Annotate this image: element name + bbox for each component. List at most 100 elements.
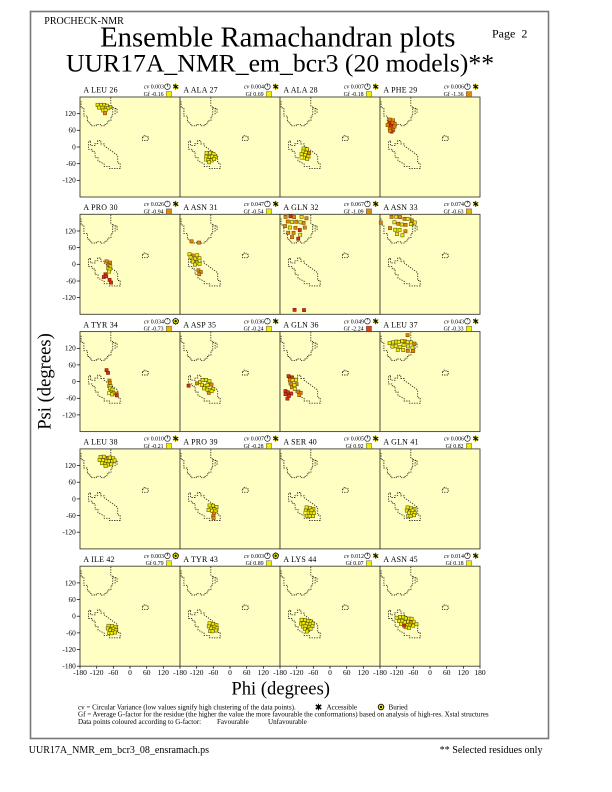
svg-text:A PHE 29: A PHE 29 xyxy=(383,86,417,95)
svg-text:-60: -60 xyxy=(66,511,76,520)
svg-text:cv 0.006: cv 0.006 xyxy=(444,437,464,443)
svg-text:180: 180 xyxy=(474,668,486,677)
svg-text:A LEU 37: A LEU 37 xyxy=(383,320,417,329)
svg-text:A ILE 42: A ILE 42 xyxy=(83,555,114,564)
svg-text:A PRO 30: A PRO 30 xyxy=(83,203,117,212)
svg-text:-180: -180 xyxy=(273,668,287,677)
svg-text:-180: -180 xyxy=(62,662,76,671)
svg-text:Data points coloured according: Data points coloured according to G-fact… xyxy=(78,718,201,726)
svg-text:0: 0 xyxy=(72,494,76,503)
svg-text:Buried: Buried xyxy=(389,704,409,712)
svg-text:cv 0.003: cv 0.003 xyxy=(144,85,164,91)
svg-text:0: 0 xyxy=(72,612,76,621)
svg-text:Gf -1.36: Gf -1.36 xyxy=(444,91,464,98)
svg-text:A LEU 38: A LEU 38 xyxy=(83,438,117,447)
svg-text:60: 60 xyxy=(243,668,251,677)
svg-text:Favourable: Favourable xyxy=(217,718,249,726)
svg-text:60: 60 xyxy=(69,360,77,369)
svg-text:-120: -120 xyxy=(62,410,76,419)
svg-text:cv 0.049: cv 0.049 xyxy=(344,319,364,325)
svg-text:-180: -180 xyxy=(173,668,187,677)
svg-text:cv 0.007: cv 0.007 xyxy=(244,437,264,443)
svg-text:cv 0.036: cv 0.036 xyxy=(244,319,264,325)
svg-text:Gf 0.07: Gf 0.07 xyxy=(346,560,364,567)
svg-text:A TYR 34: A TYR 34 xyxy=(83,320,118,329)
svg-text:Page 2: Page 2 xyxy=(492,26,527,40)
svg-text:-120: -120 xyxy=(62,528,76,537)
svg-text:0: 0 xyxy=(128,668,132,677)
svg-text:A PRO 39: A PRO 39 xyxy=(183,438,217,447)
svg-text:cv 0.004: cv 0.004 xyxy=(244,85,264,91)
svg-text:cv 0.047: cv 0.047 xyxy=(244,202,264,208)
svg-text:-60: -60 xyxy=(108,668,118,677)
svg-text:PROCHECK-NMR: PROCHECK-NMR xyxy=(44,16,124,27)
svg-text:Ensemble Ramachandran plots: Ensemble Ramachandran plots xyxy=(100,22,455,54)
svg-text:Gf = Average G-factor for the: Gf = Average G-factor for the residue (t… xyxy=(78,711,489,719)
svg-text:60: 60 xyxy=(69,126,77,135)
svg-text:-120: -120 xyxy=(62,645,76,654)
svg-text:A GLN 32: A GLN 32 xyxy=(283,203,318,212)
svg-text:0: 0 xyxy=(72,377,76,386)
svg-text:A TYR 43: A TYR 43 xyxy=(183,555,218,564)
svg-text:-120: -120 xyxy=(90,668,104,677)
svg-text:cv 0.014: cv 0.014 xyxy=(444,554,464,560)
svg-text:Unfavourable: Unfavourable xyxy=(268,718,307,726)
svg-text:Gf 0.92: Gf 0.92 xyxy=(346,443,364,450)
svg-text:Phi (degrees): Phi (degrees) xyxy=(231,679,330,700)
svg-text:Gf 0.82: Gf 0.82 xyxy=(446,443,464,450)
svg-text:Gf -0.94: Gf -0.94 xyxy=(144,208,164,215)
svg-text:Accessible: Accessible xyxy=(327,704,358,712)
svg-text:cv 0.074: cv 0.074 xyxy=(444,202,464,208)
svg-text:0: 0 xyxy=(72,260,76,269)
svg-text:-60: -60 xyxy=(66,394,76,403)
svg-text:120: 120 xyxy=(65,344,76,353)
svg-text:Psi (degrees): Psi (degrees) xyxy=(35,333,56,430)
svg-text:A ASN 31: A ASN 31 xyxy=(183,203,217,212)
svg-text:cv 0.005: cv 0.005 xyxy=(344,437,364,443)
svg-text:Gf -0.16: Gf -0.16 xyxy=(144,91,164,98)
svg-text:cv = Circular Variance (low va: cv = Circular Variance (low values signi… xyxy=(78,704,296,712)
svg-text:60: 60 xyxy=(69,243,77,252)
svg-text:0: 0 xyxy=(328,668,332,677)
svg-text:A ALA 27: A ALA 27 xyxy=(183,86,217,95)
svg-text:cv 0.006: cv 0.006 xyxy=(444,85,464,91)
svg-text:cv 0.003: cv 0.003 xyxy=(144,554,164,560)
svg-text:cv 0.034: cv 0.034 xyxy=(144,319,164,325)
svg-text:Gf -0.18: Gf -0.18 xyxy=(344,91,364,98)
svg-text:0: 0 xyxy=(228,668,232,677)
svg-text:Gf 0.79: Gf 0.79 xyxy=(146,560,164,567)
svg-text:-60: -60 xyxy=(66,159,76,168)
svg-text:A GLN 36: A GLN 36 xyxy=(283,320,318,329)
svg-text:-60: -60 xyxy=(308,668,318,677)
svg-text:120: 120 xyxy=(358,668,370,677)
svg-text:60: 60 xyxy=(443,668,451,677)
svg-text:120: 120 xyxy=(65,578,76,587)
svg-text:120: 120 xyxy=(258,668,270,677)
svg-text:A ALA 28: A ALA 28 xyxy=(283,86,317,95)
svg-text:60: 60 xyxy=(143,668,151,677)
svg-text:Gf -0.54: Gf -0.54 xyxy=(244,208,264,215)
svg-text:-120: -120 xyxy=(290,668,304,677)
svg-text:60: 60 xyxy=(69,595,77,604)
svg-text:60: 60 xyxy=(69,478,77,487)
svg-text:A LEU 26: A LEU 26 xyxy=(83,86,117,95)
svg-text:-120: -120 xyxy=(390,668,404,677)
svg-text:Gf -2.24: Gf -2.24 xyxy=(344,326,364,333)
svg-text:UUR17A_NMR_em_bcr3 (20 models): UUR17A_NMR_em_bcr3 (20 models)** xyxy=(66,48,494,77)
svg-text:-60: -60 xyxy=(66,276,76,285)
svg-text:UUR17A_NMR_em_bcr3_08_ensramac: UUR17A_NMR_em_bcr3_08_ensramach.ps xyxy=(29,745,209,756)
svg-text:Gf -0.28: Gf -0.28 xyxy=(244,443,264,450)
svg-text:120: 120 xyxy=(65,461,76,470)
svg-text:cv 0.010: cv 0.010 xyxy=(144,437,164,443)
svg-text:Gf -0.63: Gf -0.63 xyxy=(444,208,464,215)
svg-text:cv 0.012: cv 0.012 xyxy=(344,554,364,560)
svg-text:Gf -1.09: Gf -1.09 xyxy=(344,208,364,215)
svg-text:Gf 0.18: Gf 0.18 xyxy=(446,560,464,567)
svg-text:Gf 0.89: Gf 0.89 xyxy=(246,560,264,567)
svg-text:60: 60 xyxy=(343,668,351,677)
svg-text:0: 0 xyxy=(72,142,76,151)
svg-text:-120: -120 xyxy=(62,293,76,302)
svg-text:120: 120 xyxy=(65,109,76,118)
svg-text:120: 120 xyxy=(65,226,76,235)
svg-text:-60: -60 xyxy=(66,628,76,637)
